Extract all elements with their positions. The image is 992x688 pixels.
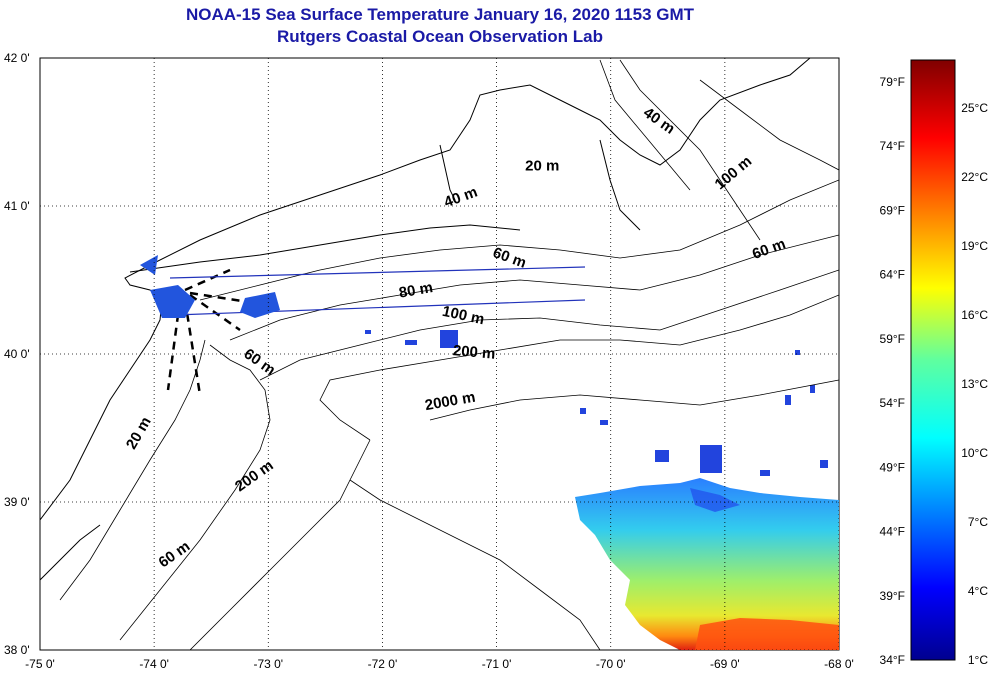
colorbar-c-label: 19°C [961, 239, 988, 253]
lat-tick-label: 39 0' [4, 495, 30, 509]
colorbar-c-label: 10°C [961, 446, 988, 460]
lon-tick-label: -68 0' [824, 657, 854, 671]
lat-tick-label: 42 0' [4, 51, 30, 65]
colorbar-f-label: 49°F [880, 460, 905, 474]
colorbar-f-label: 59°F [880, 332, 905, 346]
colorbar-f-label: 74°F [880, 139, 905, 153]
lat-tick-label: 38 0' [4, 643, 30, 657]
lon-tick-label: -73 0' [253, 657, 283, 671]
colorbar-f-label: 69°F [880, 203, 905, 217]
colorbar-c-label: 25°C [961, 101, 988, 115]
lon-tick-label: -70 0' [596, 657, 626, 671]
colorbar-f-label: 79°F [880, 75, 905, 89]
colorbar-f-label: 64°F [880, 268, 905, 282]
contour-label: 200 m [452, 342, 496, 363]
colorbar-f-label: 54°F [880, 396, 905, 410]
colorbar-c-label: 1°C [968, 653, 988, 667]
graticule [40, 58, 839, 650]
sst-scatter [365, 330, 828, 476]
bathymetry-contours [59, 59, 839, 650]
lat-tick-label: 41 0' [4, 199, 30, 213]
colorbar-f-label: 34°F [880, 653, 905, 667]
lon-tick-label: -72 0' [368, 657, 398, 671]
map-subtitle: Rutgers Coastal Ocean Observation Lab [277, 27, 603, 46]
colorbar-f-label: 44°F [880, 525, 905, 539]
colorbar-c-label: 22°C [961, 170, 988, 184]
colorbar-c-label: 7°C [968, 515, 988, 529]
lon-tick-label: -75 0' [25, 657, 55, 671]
colorbar-f-label: 39°F [880, 589, 905, 603]
colorbar-c-label: 13°C [961, 377, 988, 391]
colorbar-fahrenheit-labels: 79°F 74°F 69°F 64°F 59°F 54°F 49°F 44°F 39°F 34°F [880, 75, 905, 667]
lon-tick-label: -71 0' [482, 657, 512, 671]
nearshore-sst [140, 255, 280, 318]
longitude-axis: -75 0' -74 0' -73 0' -72 0' -71 0' -70 0' -69 … [25, 657, 854, 671]
colorbar-c-label: 16°C [961, 308, 988, 322]
contour-label: 20 m [525, 157, 559, 174]
colorbar-c-label: 4°C [968, 584, 988, 598]
colorbar [910, 59, 956, 661]
sst-data-patch [575, 478, 839, 650]
latitude-axis: 42 0' 41 0' 40 0' 39 0' 38 0' [4, 51, 30, 657]
coastline [40, 58, 811, 581]
lon-tick-label: -69 0' [710, 657, 740, 671]
map-title: NOAA-15 Sea Surface Temperature January … [185, 5, 695, 24]
lat-tick-label: 40 0' [4, 347, 30, 361]
contour-label: 80 m [398, 279, 435, 302]
colorbar-celsius-labels: 25°C 22°C 19°C 16°C 13°C 10°C 7°C 4°C 1°C [961, 101, 988, 667]
lon-tick-label: -74 0' [139, 657, 169, 671]
